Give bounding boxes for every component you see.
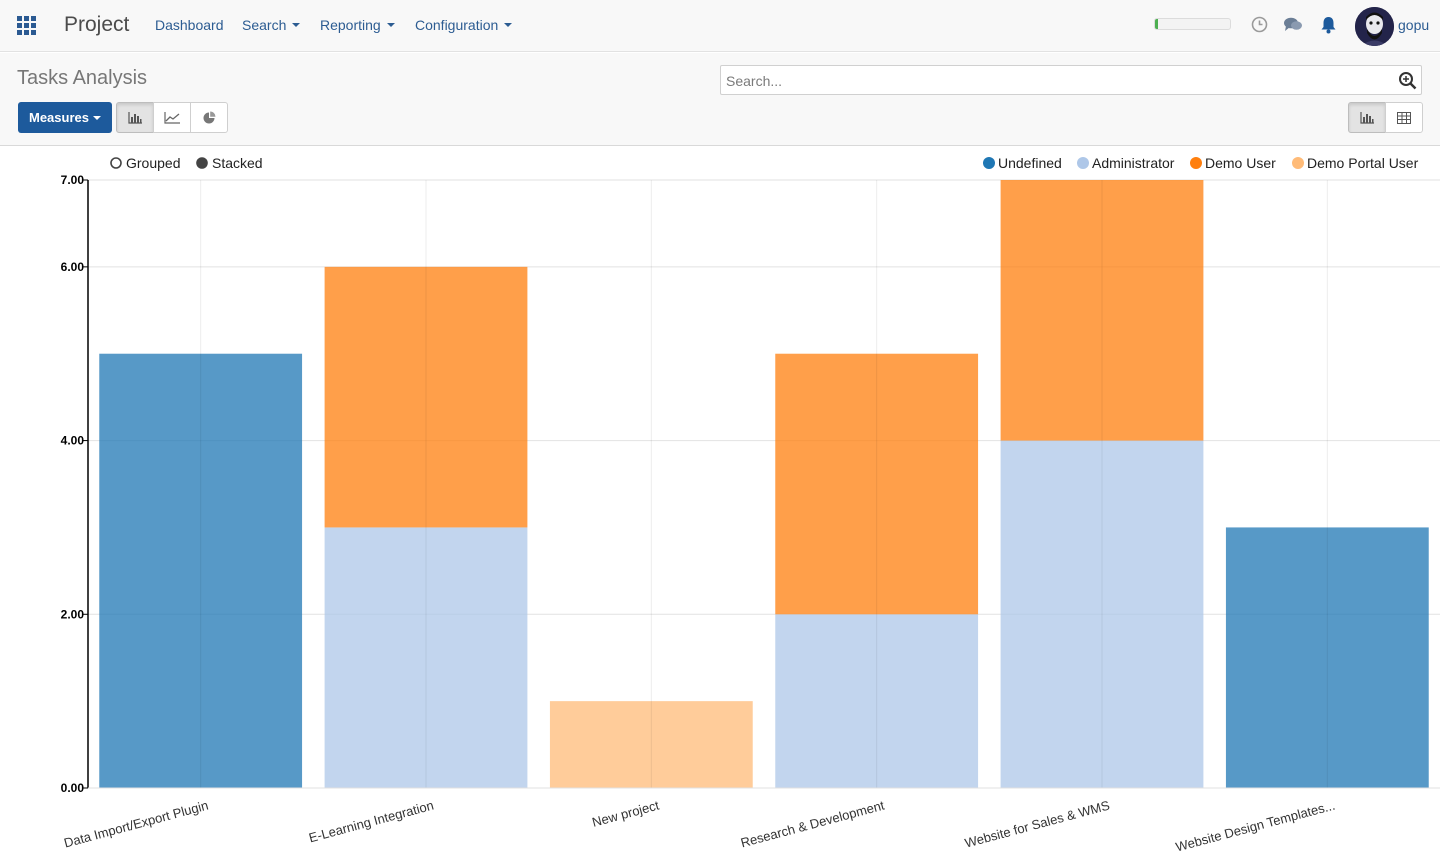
mode-grouped-label: Grouped	[126, 155, 180, 171]
page-title: Tasks Analysis	[17, 67, 148, 89]
user-avatar[interactable]	[1355, 7, 1394, 46]
y-tick-label: 6.00	[61, 260, 85, 274]
menu-search[interactable]: Search	[242, 17, 301, 33]
bar-segment	[1000, 440, 1204, 788]
bar-chart-button[interactable]	[116, 102, 154, 133]
bar-segment	[1000, 180, 1204, 441]
caret-down-icon	[504, 23, 513, 27]
bar-segment	[775, 353, 979, 615]
line-chart-icon	[164, 111, 180, 124]
caret-down-icon	[292, 23, 301, 27]
table-icon	[1397, 111, 1411, 124]
legend-entry: Demo Portal User	[1307, 155, 1419, 171]
y-tick-label: 0.00	[61, 781, 85, 795]
caret-down-icon	[386, 23, 395, 27]
y-tick-label: 4.00	[61, 434, 85, 448]
legend-swatch	[1292, 157, 1304, 169]
top-navbar: Project Dashboard Search Reporting Confi…	[0, 0, 1440, 52]
pivot-view-button[interactable]	[1385, 102, 1423, 133]
mode-stacked-label: Stacked	[212, 155, 263, 171]
username[interactable]: gopu	[1398, 17, 1430, 33]
view-switcher	[1348, 102, 1423, 133]
chart-type-switcher	[116, 102, 228, 133]
search-box[interactable]	[720, 65, 1422, 95]
x-tick-label: E-Learning Integration	[307, 798, 435, 846]
bar-segment	[324, 266, 528, 528]
graph-view-icon	[1360, 111, 1374, 124]
control-panel: Tasks Analysis Measures	[0, 53, 1440, 146]
menu-dashboard[interactable]: Dashboard	[155, 17, 224, 33]
search-icon[interactable]	[1398, 71, 1417, 90]
menu-configuration[interactable]: Configuration	[415, 17, 513, 33]
x-tick-label: Website Design Templates...	[1174, 798, 1337, 855]
legend-entry: Undefined	[998, 155, 1062, 171]
legend-swatch	[983, 157, 995, 169]
apps-grid-icon[interactable]	[17, 16, 36, 35]
bar-segment	[324, 527, 528, 788]
bar-chart-icon	[128, 111, 142, 124]
menu-reporting[interactable]: Reporting	[320, 17, 395, 33]
pie-chart-button[interactable]	[190, 102, 228, 133]
x-tick-label: Website for Sales & WMS	[963, 797, 1111, 850]
clock-icon[interactable]	[1251, 16, 1268, 33]
legend-swatch	[1190, 157, 1202, 169]
bar-segment	[549, 701, 753, 788]
measures-button[interactable]: Measures	[18, 102, 112, 133]
legend-swatch	[1077, 157, 1089, 169]
bar-segment	[99, 353, 303, 788]
mode-grouped-radio	[110, 157, 122, 169]
avatar-portrait-icon	[1355, 7, 1394, 46]
y-tick-label: 2.00	[61, 607, 85, 621]
x-tick-label: Research & Development	[739, 797, 886, 850]
chart-area: 0.00 2.00 4.00 6.00 7.00 Data Import/Export P…	[0, 147, 1440, 862]
mode-stacked-radio	[196, 157, 208, 169]
legend-entry: Demo User	[1205, 155, 1276, 171]
bar-segment	[1225, 527, 1429, 788]
chat-icon[interactable]	[1283, 16, 1303, 33]
x-tick-label: Data Import/Export Plugin	[62, 798, 210, 851]
y-tick-label: 7.00	[61, 173, 85, 187]
bell-icon[interactable]	[1320, 16, 1337, 34]
app-name: Project	[64, 13, 130, 36]
onboarding-progress-bar[interactable]	[1154, 18, 1231, 30]
line-chart-button[interactable]	[153, 102, 191, 133]
pie-chart-icon	[203, 111, 215, 124]
graph-view-button[interactable]	[1348, 102, 1386, 133]
legend-entry: Administrator	[1092, 155, 1175, 171]
x-tick-label: New project	[590, 797, 661, 829]
caret-down-icon	[92, 115, 101, 120]
search-input[interactable]	[726, 71, 1386, 91]
bar-segment	[775, 614, 979, 788]
stacked-bar-chart: 0.00 2.00 4.00 6.00 7.00 Data Import/Export P…	[61, 155, 1440, 855]
